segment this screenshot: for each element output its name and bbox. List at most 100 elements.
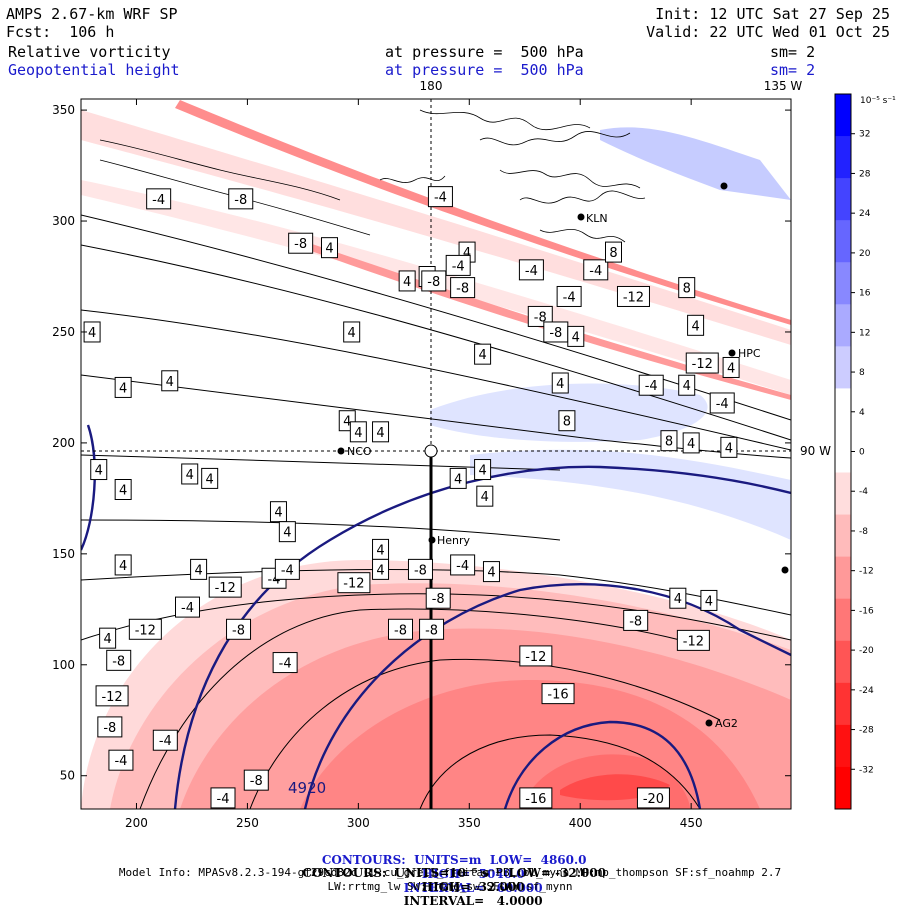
vorticity-label-text: -4 xyxy=(456,559,469,574)
vorticity-label: -4 xyxy=(175,596,200,618)
height-contour xyxy=(503,720,702,809)
vorticity-label: 4 xyxy=(720,436,738,458)
y-tick-label: 350 xyxy=(52,103,75,117)
vorticity-label-box xyxy=(337,572,371,594)
vorticity-label-text: 4 xyxy=(727,361,735,376)
vorticity-label-text: -16 xyxy=(525,792,546,807)
vorticity-label: 4 xyxy=(700,589,718,611)
colorbar-segment xyxy=(835,346,851,389)
vorticity-label-box xyxy=(700,589,718,611)
vorticity-label-text: 4 xyxy=(343,415,351,430)
vorticity-label-text: 4 xyxy=(687,437,695,452)
vorticity-label-text: 4 xyxy=(478,348,486,363)
station-dot xyxy=(720,182,728,190)
smoothing2-label: sm= 2 xyxy=(770,61,816,79)
height-contour xyxy=(81,424,96,551)
vorticity-label-box xyxy=(226,618,252,640)
vorticity-label-box xyxy=(99,627,117,649)
colorbar-segment xyxy=(835,682,851,726)
footer-model-info: Model Info: MPASv8.2.3-194-gf29cd82c CU:… xyxy=(118,866,782,879)
footer-height-contours: CONTOURS: UNITS=m LOW= 4860.0 HIGH= 5040… xyxy=(0,839,900,895)
y-tick-label: 200 xyxy=(52,436,75,450)
vorticity-label-box xyxy=(243,769,269,791)
vorticity-label-text: -8 xyxy=(629,614,642,629)
colorbar-tick-label: 0 xyxy=(859,448,865,458)
vorticity-label-text: -20 xyxy=(643,792,664,807)
vorticity-label-text: -12 xyxy=(343,577,364,592)
vorticity-label-box xyxy=(398,270,416,292)
vorticity-label-text: -12 xyxy=(215,581,236,596)
vorticity-label: -20 xyxy=(636,787,670,809)
vorticity-label-box xyxy=(372,558,390,580)
vorticity-label-text: 4 xyxy=(674,592,682,607)
colorbar-tick-label: 4 xyxy=(859,408,865,418)
vorticity-label: 4 xyxy=(551,372,569,394)
vorticity-label: -8 xyxy=(543,321,569,343)
colorbar-tick-label: -32 xyxy=(859,765,874,775)
vorticity-label: -8 xyxy=(106,649,132,671)
field2-label: Geopotential height xyxy=(8,61,180,79)
vorticity-label: 4 xyxy=(190,558,208,580)
colorbar-segment xyxy=(835,472,851,516)
vorticity-label-text: -4 xyxy=(114,754,127,769)
vorticity-label: -8 xyxy=(419,618,445,640)
colorbar-tick-label: -28 xyxy=(859,726,874,736)
vorticity-label-text: 4 xyxy=(119,559,127,574)
vorticity-label-box xyxy=(97,716,123,738)
vorticity-label: 4 xyxy=(114,376,132,398)
colorbar-tick-label: 12 xyxy=(859,328,870,338)
colorbar-segment xyxy=(835,262,851,305)
field1-label: Relative vorticity xyxy=(8,43,171,61)
vorticity-label-text: -4 xyxy=(525,264,538,279)
colorbar-segment xyxy=(835,220,851,263)
vorticity-label: 4 xyxy=(372,558,390,580)
vorticity-label-box xyxy=(519,787,553,809)
vorticity-label-text: 4 xyxy=(119,381,127,396)
vorticity-label: 4 xyxy=(181,463,199,485)
station-label: Henry xyxy=(437,534,471,547)
colorbar-tick-label: 32 xyxy=(859,130,870,140)
vorticity-label-box xyxy=(427,186,453,208)
vorticity-label: 4 xyxy=(321,237,338,259)
vorticity-label-text: 4 xyxy=(725,441,733,456)
height-contour-info: CONTOURS: UNITS=m LOW= 4860.0 xyxy=(321,853,587,867)
colorbar: 32 28 24 20 16 12 8 4 0 -4 -8 -12 -16 -20 -24 -28 -32 xyxy=(834,93,874,810)
model-title: AMPS 2.67-km WRF SP xyxy=(6,5,178,23)
vorticity-label-box xyxy=(474,459,492,481)
vorticity-label-box xyxy=(201,467,219,489)
vorticity-labels: -4-8-84-44-444-8-8-4-4-4-1288-8-84-12444… xyxy=(83,186,740,809)
colorbar-segment xyxy=(835,430,851,474)
colorbar-segment xyxy=(835,598,851,642)
vorticity-label-box xyxy=(175,596,200,618)
height-contour xyxy=(173,465,791,809)
vorticity-label: -8 xyxy=(425,587,451,609)
vorticity-contour-info: CONTOURS: UNITS=10⁻⁵ s⁻¹ LOW= -32.000 xyxy=(302,866,606,880)
vorticity-label-text: 4 xyxy=(556,377,564,392)
vorticity-label: -4 xyxy=(445,254,471,276)
vorticity-label-box xyxy=(527,305,553,327)
vorticity-label: -4 xyxy=(210,787,236,809)
vorticity-label-text: -8 xyxy=(112,654,125,669)
colorbar-segment xyxy=(835,94,851,137)
vorticity-label: -12 xyxy=(337,572,371,594)
vorticity-label: -12 xyxy=(616,285,650,307)
colorbar-tick-label: 16 xyxy=(859,289,871,299)
colorbar-tick-label: 8 xyxy=(859,368,865,378)
vorticity-label-box xyxy=(558,410,576,432)
vorticity-label-box xyxy=(687,314,705,336)
height-contour-label: 4920 xyxy=(288,779,326,797)
colorbar-tick-label: -12 xyxy=(859,567,874,577)
station-dot xyxy=(705,719,713,727)
vorticity-label-box xyxy=(722,356,740,378)
vorticity-label-box xyxy=(450,554,476,576)
colorbar-tick-label: 20 xyxy=(859,249,871,259)
vorticity-label-box xyxy=(425,587,451,609)
station-dot xyxy=(428,536,436,544)
colorbar-segment xyxy=(835,556,851,600)
vorticity-label: -4 xyxy=(583,259,609,281)
vorticity-label-text: 4 xyxy=(705,594,713,609)
vorticity-map: 4920 -4-8-84-44-444-8-8-4-4-4-1288-8-84-… xyxy=(52,79,896,830)
vorticity-label-text: 4 xyxy=(354,426,362,441)
vorticity-label: 4 xyxy=(278,521,296,543)
vorticity-label-text: -4 xyxy=(434,191,447,206)
